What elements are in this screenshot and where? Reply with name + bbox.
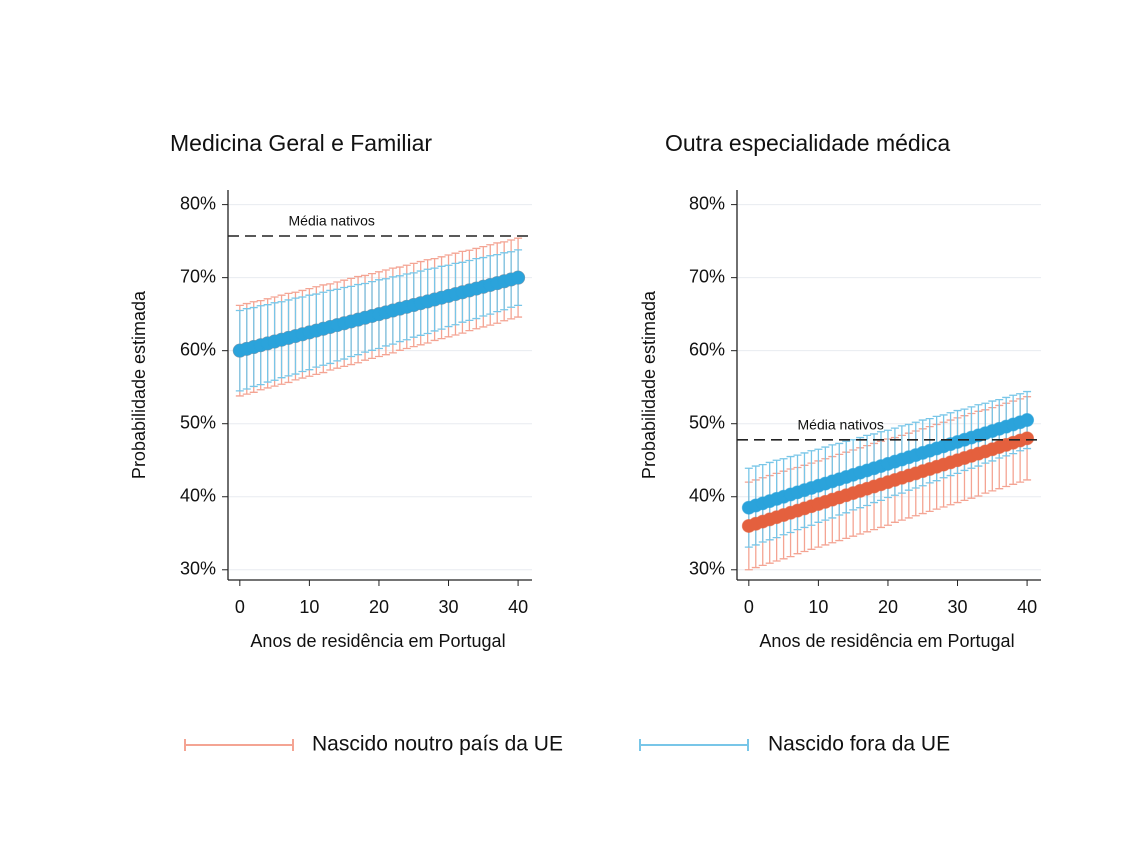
x-tick-label: 30 [439,597,459,617]
x-axis-label: Anos de residência em Portugal [759,631,1014,651]
x-axis-label: Anos de residência em Portugal [250,631,505,651]
legend-label: Nascido fora da UE [768,733,950,756]
panel: Medicina Geral e Familiar 30% 40% 50% 60% 70%… [129,130,532,651]
y-axis-label: Probabilidade estimada [129,290,149,479]
x-tick-label: 40 [508,597,528,617]
x-tick-label: 0 [235,597,245,617]
y-tick-label: 70% [689,266,725,286]
legend-swatch [639,739,749,751]
x-tick-label: 20 [878,597,898,617]
reference-label: Média nativos [798,416,884,432]
y-tick-label: 30% [180,559,216,579]
y-axis-label: Probabilidade estimada [639,290,659,479]
marker [1020,431,1035,446]
x-tick-label: 10 [808,597,828,617]
y-tick-label: 80% [180,193,216,213]
x-tick-label: 10 [299,597,319,617]
x-tick-label: 20 [369,597,389,617]
legend-label: Nascido noutro país da UE [312,733,563,756]
reference-label: Média nativos [289,213,375,229]
x-tick-label: 0 [744,597,754,617]
panel-title: Medicina Geral e Familiar [170,130,432,156]
legend-swatch [184,739,294,751]
marker [511,270,526,285]
y-tick-label: 70% [180,266,216,286]
y-tick-label: 30% [689,559,725,579]
y-tick-label: 60% [180,339,216,359]
x-tick-label: 30 [948,597,968,617]
y-tick-label: 50% [689,412,725,432]
y-tick-label: 50% [180,412,216,432]
y-tick-label: 80% [689,193,725,213]
y-tick-label: 60% [689,339,725,359]
y-tick-label: 40% [180,485,216,505]
panel-title: Outra especialidade médica [665,130,950,156]
marker [1020,413,1035,428]
panel: Outra especialidade médica 30% 40% 50% 60% 70… [639,130,1041,651]
x-tick-label: 40 [1017,597,1037,617]
y-tick-label: 40% [689,485,725,505]
